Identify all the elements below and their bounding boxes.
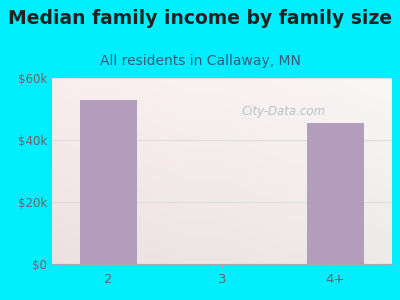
Bar [80,100,137,264]
Text: Median family income by family size: Median family income by family size [8,9,392,28]
Bar [307,123,364,264]
Text: City-Data.com: City-Data.com [241,105,325,118]
Text: All residents in Callaway, MN: All residents in Callaway, MN [100,54,300,68]
